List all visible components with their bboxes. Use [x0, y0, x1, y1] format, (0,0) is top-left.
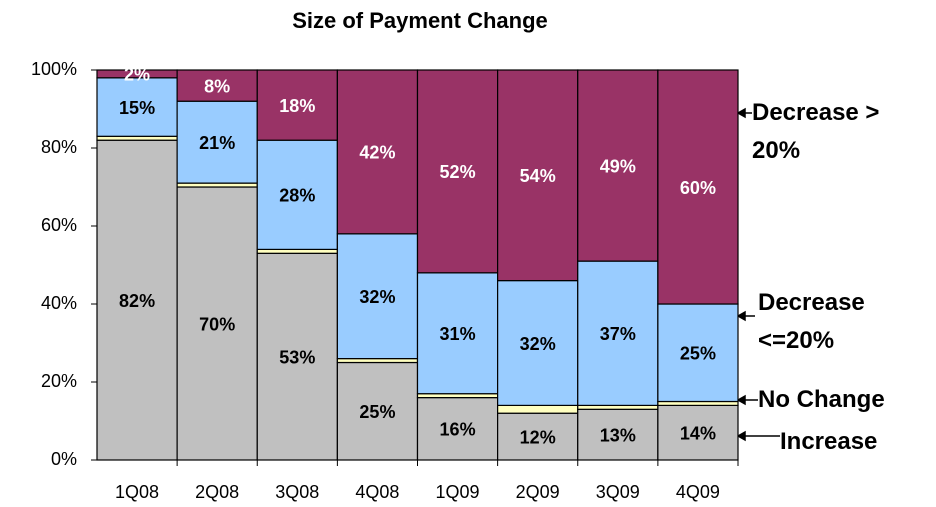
x-tick-label: 2Q09	[516, 482, 560, 502]
y-tick-label: 40%	[41, 293, 77, 313]
data-label: 54%	[520, 166, 556, 186]
bar-segment	[497, 69, 579, 282]
x-tick-label: 3Q08	[275, 482, 319, 502]
data-label: 25%	[359, 402, 395, 422]
y-tick-label: 80%	[41, 137, 77, 157]
data-label: 32%	[520, 334, 556, 354]
data-label: 8%	[204, 76, 230, 96]
data-label: 60%	[680, 178, 716, 198]
bar-segment	[497, 404, 579, 414]
legend-label: Increase	[780, 428, 878, 455]
data-label: 2%	[124, 65, 150, 85]
bar-segment	[256, 139, 338, 250]
bar-segment	[416, 69, 499, 274]
y-tick-label: 60%	[41, 215, 77, 235]
data-label: 13%	[600, 425, 636, 445]
y-tick-label: 0%	[51, 449, 77, 469]
data-label: 52%	[440, 162, 476, 182]
bar-segment	[336, 361, 419, 461]
legend-label: Decrease > 20%	[752, 99, 880, 164]
legend-label: No Change	[758, 386, 885, 413]
bar-segment	[577, 69, 659, 262]
data-label: 16%	[440, 420, 476, 440]
x-tick-label: 1Q08	[115, 482, 159, 502]
bar-segment	[657, 404, 739, 461]
data-label: 42%	[359, 143, 395, 163]
bar-segment	[577, 260, 659, 407]
x-tick-label: 4Q09	[676, 482, 720, 502]
y-tick-label: 100%	[31, 59, 77, 79]
data-label: 15%	[119, 98, 155, 118]
data-label: 31%	[440, 324, 476, 344]
data-labels: 82% 15% 2% 70% 21% 8% 53% 28% 18% 25% 32% 42% 16% 31%…	[119, 65, 716, 448]
x-tick-label: 1Q09	[436, 482, 480, 502]
data-label: 82%	[119, 291, 155, 311]
bar-segment	[336, 69, 419, 235]
legend-label: Decrease <=20%	[758, 289, 865, 354]
bars	[96, 69, 739, 461]
x-tick-label: 3Q09	[596, 482, 640, 502]
x-tick-label: 2Q08	[195, 482, 239, 502]
bar-segment	[416, 272, 499, 395]
data-label: 49%	[600, 156, 636, 176]
bar-segment	[336, 233, 419, 360]
bar-segment	[176, 100, 258, 184]
data-label: 18%	[279, 96, 315, 116]
data-label: 53%	[279, 347, 315, 367]
bar-segment	[96, 139, 178, 461]
bar-segment	[416, 397, 499, 461]
data-label: 28%	[279, 186, 315, 206]
legend-arrows	[736, 107, 780, 442]
data-label: 21%	[199, 133, 235, 153]
bar-segment	[497, 280, 579, 407]
x-tick-label: 4Q08	[355, 482, 399, 502]
bar-segment	[176, 69, 258, 102]
bar-segment	[657, 69, 739, 305]
data-label: 25%	[680, 344, 716, 364]
y-tick-label: 20%	[41, 371, 77, 391]
data-label: 32%	[359, 287, 395, 307]
bar-segment	[497, 412, 579, 461]
bar-segment	[256, 252, 338, 461]
data-label: 70%	[199, 314, 235, 334]
data-label: 12%	[520, 427, 556, 447]
data-label: 37%	[600, 324, 636, 344]
data-label: 14%	[680, 423, 716, 443]
chart-title: Size of Payment Change	[292, 8, 548, 33]
bar-segment	[256, 69, 338, 141]
bar-segment	[577, 408, 659, 461]
